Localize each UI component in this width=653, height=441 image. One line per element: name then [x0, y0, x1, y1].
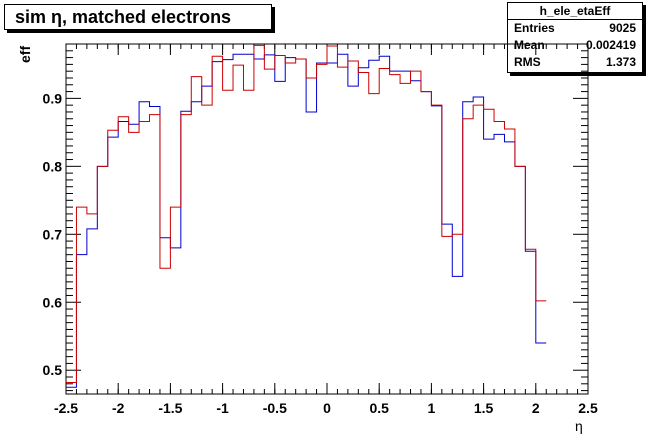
x-tick-label: 2 — [532, 400, 540, 416]
x-tick-label: -0.5 — [263, 400, 287, 416]
stats-value: 9025 — [609, 21, 636, 35]
x-tick-label: -1.5 — [158, 400, 182, 416]
y-tick-label: 0.9 — [43, 90, 63, 106]
x-tick-label: 0.5 — [369, 400, 389, 416]
stats-row-mean: Mean 0.002419 — [508, 37, 642, 54]
y-tick-label: 0.8 — [43, 158, 63, 174]
stats-label: Mean — [514, 38, 545, 52]
plot-frame — [65, 43, 589, 395]
x-tick-label: 1 — [428, 400, 436, 416]
x-tick-label: -2 — [112, 400, 125, 416]
x-tick-label: 1.5 — [474, 400, 494, 416]
stats-label: RMS — [514, 55, 541, 69]
stats-histogram-name: h_ele_etaEff — [508, 3, 642, 20]
stats-row-entries: Entries 9025 — [508, 20, 642, 37]
x-tick-label: -2.5 — [54, 400, 78, 416]
x-axis-title: η — [575, 418, 583, 434]
series-1-step-line — [66, 53, 547, 388]
y-tick-label: 0.6 — [43, 294, 63, 310]
x-tick-label: 0 — [323, 400, 331, 416]
y-tick-label: 0.5 — [43, 362, 63, 378]
y-axis-title: eff — [17, 46, 33, 63]
series-2-step-line — [66, 44, 547, 383]
x-tick-label: -1 — [216, 400, 229, 416]
stats-label: Entries — [514, 21, 555, 35]
stats-value: 0.002419 — [585, 38, 636, 52]
stats-value: 1.373 — [605, 55, 636, 69]
stats-box: h_ele_etaEff Entries 9025 Mean 0.002419 … — [507, 2, 643, 73]
stats-row-rms: RMS 1.373 — [508, 54, 642, 71]
chart-title: sim η, matched electrons — [4, 4, 272, 30]
x-tick-label: 2.5 — [578, 400, 598, 416]
y-tick-label: 0.7 — [43, 226, 63, 242]
